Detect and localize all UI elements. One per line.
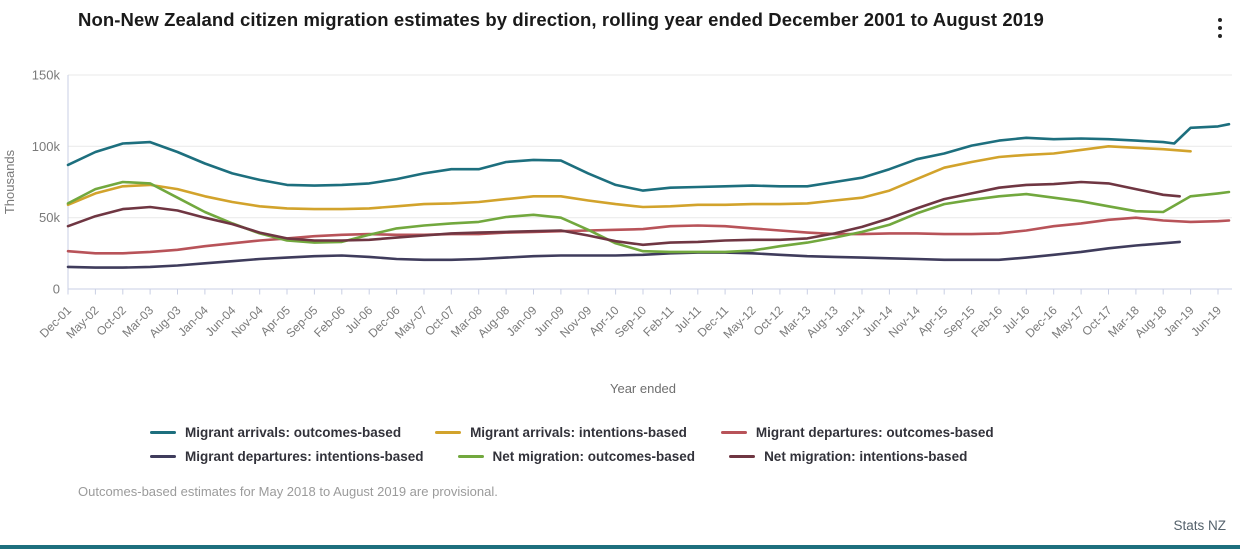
legend-item-net-migration-intentions-based[interactable]: Net migration: intentions-based — [729, 447, 967, 466]
attribution-link[interactable]: Stats NZ — [1173, 518, 1226, 533]
legend-label: Net migration: outcomes-based — [492, 449, 696, 464]
series-line-migrant-arrivals-intentions-based[interactable] — [66, 145, 1192, 211]
legend-label: Migrant arrivals: intentions-based — [470, 425, 687, 440]
legend-swatch-icon — [150, 430, 176, 435]
options-menu-button[interactable] — [1208, 12, 1232, 44]
legend-item-net-migration-outcomes-based[interactable]: Net migration: outcomes-based — [457, 447, 696, 466]
legend-label: Net migration: intentions-based — [764, 449, 968, 464]
legend-swatch-icon — [457, 454, 484, 459]
chart-title: Non-New Zealand citizen migration estima… — [78, 9, 1044, 30]
migration-line-chart[interactable]: 050k100k150kDec-01May-02Oct-02Mar-03Aug-… — [0, 60, 1240, 378]
series-line-migrant-departures-intentions-based[interactable] — [66, 240, 1181, 269]
y-tick-label: 100k — [32, 139, 61, 154]
legend-label: Migrant departures: intentions-based — [185, 449, 424, 464]
x-tick-label: Nov-14 — [886, 303, 923, 340]
x-tick-label: Aug-13 — [804, 303, 841, 340]
legend-swatch-icon — [150, 454, 176, 459]
y-tick-label: 0 — [53, 282, 60, 297]
x-tick-label: Aug-18 — [1132, 303, 1169, 340]
legend-item-migrant-arrivals-intentions-based[interactable]: Migrant arrivals: intentions-based — [435, 423, 687, 442]
x-tick-label: Feb-11 — [640, 303, 676, 339]
y-tick-label: 50k — [39, 210, 60, 225]
x-tick-label: Aug-08 — [475, 303, 512, 340]
legend-item-migrant-departures-intentions-based[interactable]: Migrant departures: intentions-based — [150, 447, 424, 466]
series-line-migrant-departures-outcomes-based[interactable] — [66, 216, 1231, 255]
legend-swatch-icon — [729, 454, 756, 459]
legend-swatch-icon — [720, 430, 747, 435]
x-tick-label: Feb-06 — [311, 303, 348, 340]
series-line-net-migration-intentions-based[interactable] — [66, 180, 1181, 247]
legend-item-migrant-arrivals-outcomes-based[interactable]: Migrant arrivals: outcomes-based — [150, 423, 401, 442]
legend-swatch-icon — [435, 430, 462, 435]
x-tick-label: Aug-03 — [146, 303, 183, 340]
y-tick-label: 150k — [32, 68, 61, 83]
legend-item-migrant-departures-outcomes-based[interactable]: Migrant departures: outcomes-based — [720, 423, 994, 442]
kebab-menu-icon — [1218, 26, 1222, 30]
x-tick-label: Jun-19 — [1188, 303, 1224, 339]
x-tick-label: Nov-09 — [557, 303, 594, 340]
x-axis-title: Year ended — [609, 381, 677, 396]
x-tick-label: Feb-16 — [968, 303, 1005, 340]
legend-label: Migrant departures: outcomes-based — [755, 425, 994, 440]
x-tick-label: Nov-04 — [229, 303, 266, 340]
brand-bottom-bar — [0, 545, 1240, 549]
chart-legend: Migrant arrivals: outcomes-based Migrant … — [150, 423, 1090, 466]
series-line-migrant-arrivals-outcomes-based[interactable] — [66, 122, 1231, 192]
legend-label: Migrant arrivals: outcomes-based — [185, 425, 402, 440]
kebab-menu-icon — [1218, 18, 1222, 22]
y-axis-title: Thousands — [2, 149, 17, 214]
kebab-menu-icon — [1218, 34, 1222, 38]
x-tick-label: Sep-10 — [612, 303, 649, 340]
footnote: Outcomes-based estimates for May 2018 to… — [78, 484, 498, 499]
